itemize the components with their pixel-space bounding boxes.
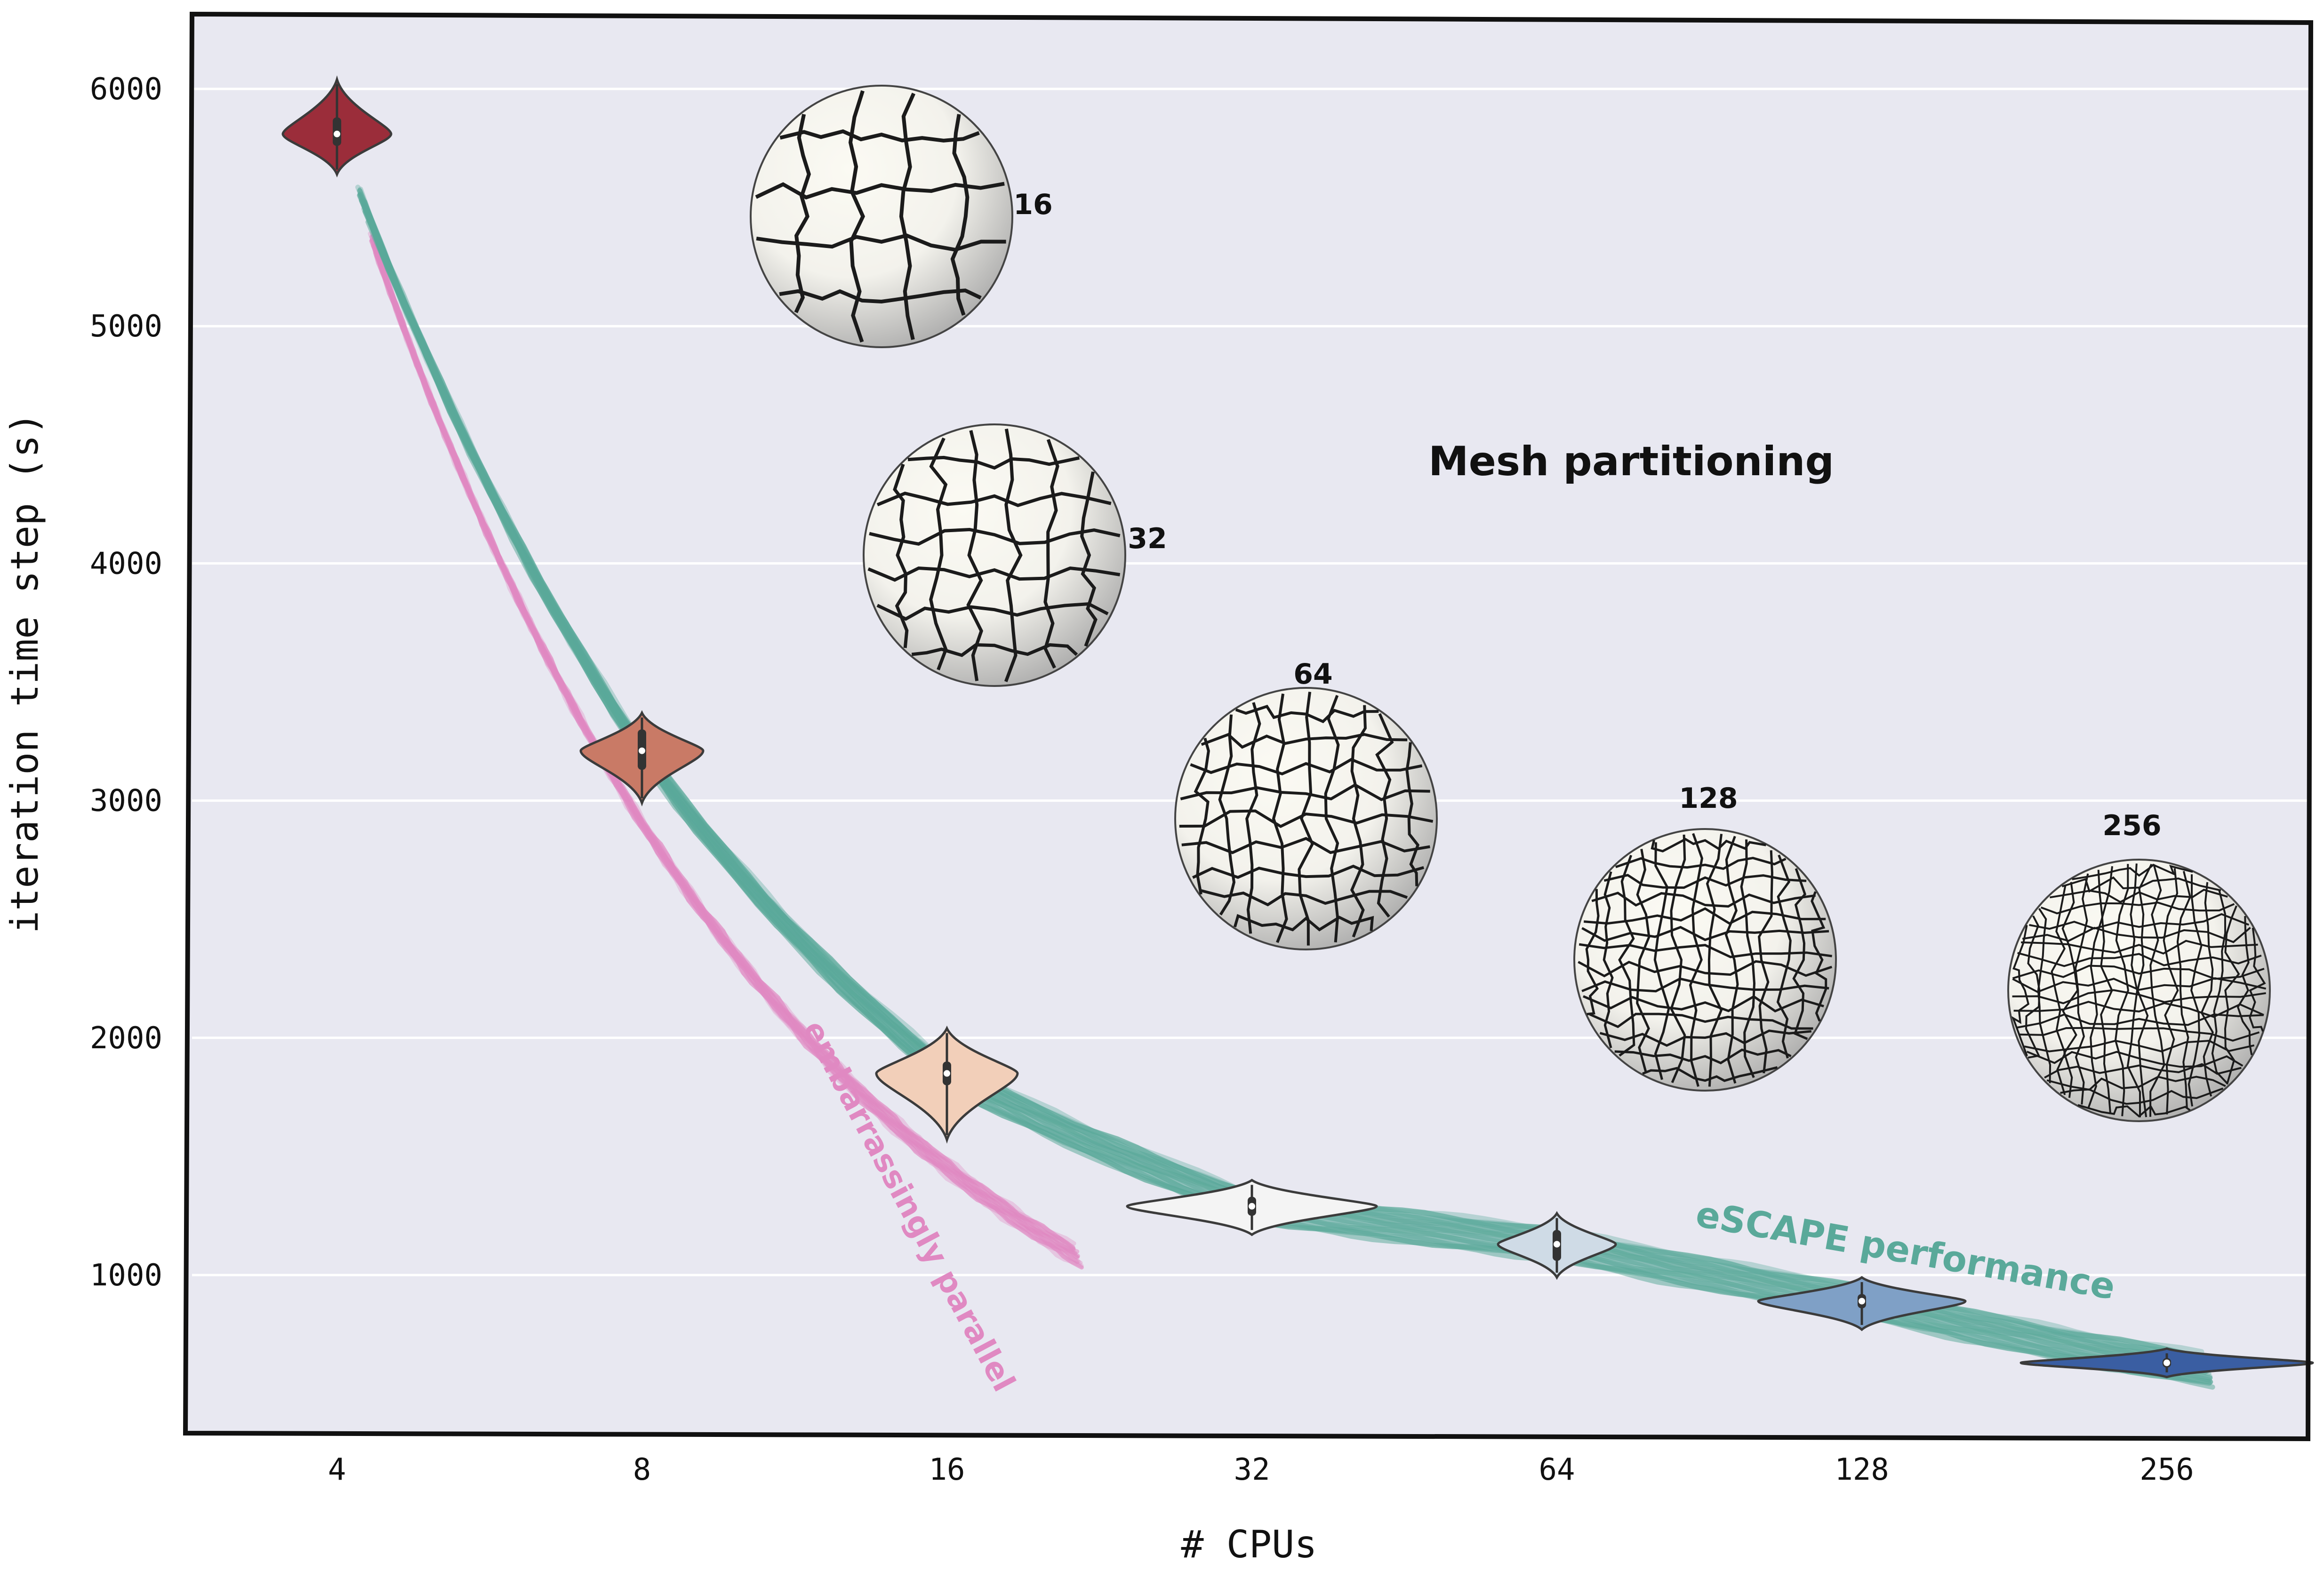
violin-64 [1497,1211,1617,1280]
mesh-sphere-label: 64 [1293,658,1333,691]
x-axis-title: # CPUs [1181,1523,1317,1566]
mesh-sphere-32: 32 [863,423,1167,687]
violin-256 [2019,1347,2314,1379]
mesh-sphere-label: 256 [2102,809,2161,842]
x-tick-labels: 4 8 16 32 64 128 256 [328,1452,2194,1487]
y-tick-label: 5000 [90,309,162,344]
mesh-sphere-label: 16 [1013,188,1053,221]
y-tick-label: 6000 [90,72,162,107]
x-tick-label: 256 [2140,1452,2194,1487]
mesh-sphere-16: 16 [750,85,1053,348]
violin-32 [1126,1179,1378,1236]
y-tick-label: 1000 [90,1258,162,1293]
y-tick-label: 4000 [90,546,162,581]
partition-seams [867,428,1121,682]
y-axis-title: iteration time step (s) [3,412,47,933]
mesh-sphere-256: 256 [2007,809,2271,1122]
mesh-sphere-label: 32 [1128,522,1167,555]
embarrassingly-parallel-band [368,231,1084,1270]
mesh-sphere-64: 64 [1174,658,1438,950]
partition-seams [1179,692,1434,946]
partition-seams [755,90,1006,343]
mesh-sphere-label: 128 [1679,782,1738,815]
y-tick-label: 3000 [90,784,162,819]
partition-seams [1578,833,1833,1087]
plot-frame [183,11,2314,1442]
violin-16 [875,1025,1019,1144]
y-tick-labels: 1000 2000 3000 4000 5000 6000 [90,72,162,1293]
mesh-partitioning-title: Mesh partitioning [1428,438,1834,485]
mesh-spheres: 16 32 64 128 256 [750,85,2271,1122]
x-tick-label: 32 [1234,1452,1270,1487]
violin-8 [579,710,705,807]
x-tick-label: 16 [929,1452,965,1487]
x-tick-label: 64 [1539,1452,1575,1487]
mesh-sphere-128: 128 [1573,782,1837,1092]
violins [281,75,2314,1379]
y-tick-label: 2000 [90,1021,162,1056]
partition-seams [2011,863,2267,1118]
x-tick-label: 128 [1835,1452,1889,1487]
x-tick-label: 4 [328,1452,346,1487]
violin-128 [1757,1276,1967,1332]
violin-4 [281,75,393,178]
x-tick-label: 8 [633,1452,651,1487]
